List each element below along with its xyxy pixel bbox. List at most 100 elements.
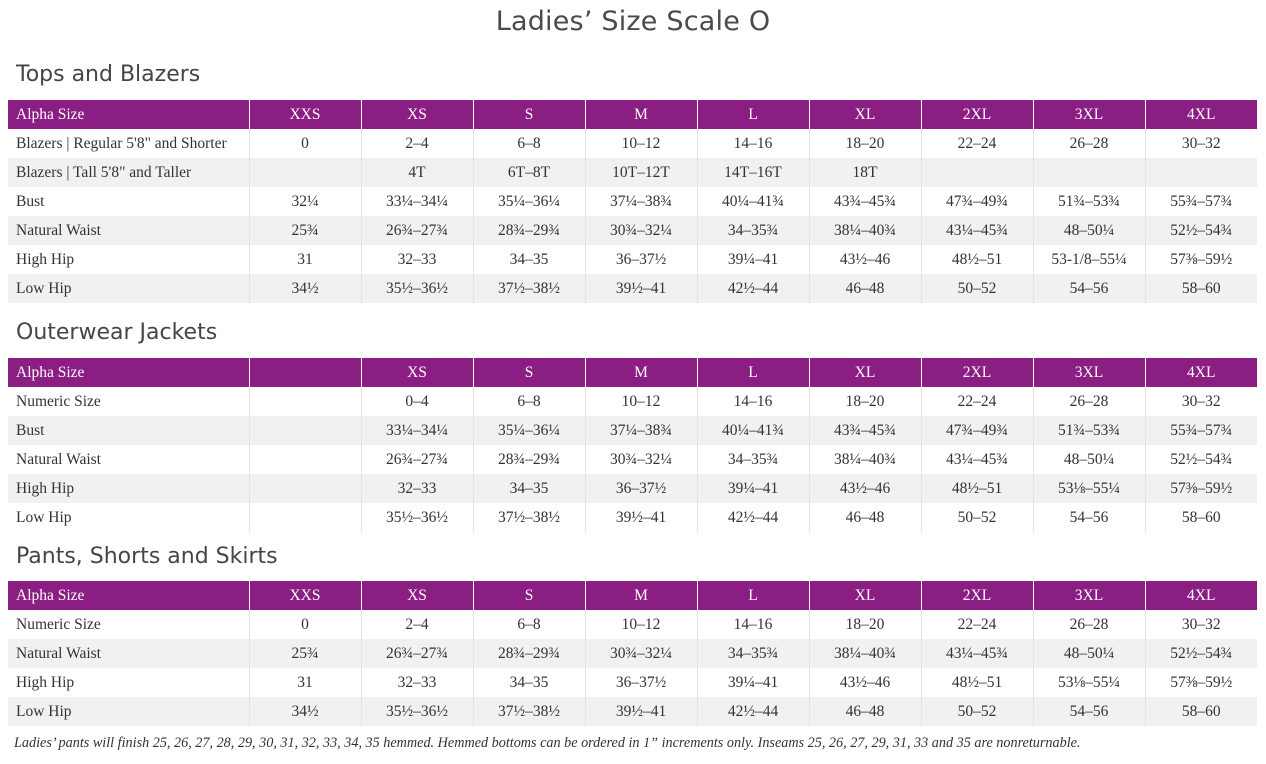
- measurement-cell: 6–8: [472, 610, 585, 639]
- row-label-cell: Bust: [8, 416, 249, 445]
- measurement-cell: 48–50¼: [1032, 216, 1145, 245]
- measurement-cell: 34–35: [472, 245, 585, 274]
- measurement-cell: 30¾–32¼: [584, 445, 697, 474]
- measurement-cell: [248, 158, 361, 187]
- row-label-cell: Blazers | Tall 5'8" and Taller: [8, 158, 249, 187]
- measurement-cell: 34–35¾: [696, 445, 809, 474]
- measurement-cell: 32¼: [248, 187, 361, 216]
- measurement-cell: 47¾–49¾: [920, 416, 1033, 445]
- measurement-cell: 42½–44: [696, 503, 809, 532]
- section-title-outerwear: Outerwear Jackets: [16, 320, 218, 345]
- measurement-cell: 58–60: [1144, 503, 1257, 532]
- header-size-cell: 4XL: [1145, 581, 1257, 610]
- measurement-cell: 28¾–29¾: [472, 216, 585, 245]
- header-size-cell: 3XL: [1033, 581, 1146, 610]
- header-size-cell: L: [697, 358, 810, 387]
- measurement-cell: 38¼–40¾: [808, 445, 921, 474]
- measurement-cell: 32–33: [360, 668, 473, 697]
- row-label-cell: Bust: [16, 192, 45, 210]
- header-size-cell: 4XL: [1145, 358, 1257, 387]
- row-label-cell: Low Hip: [8, 697, 249, 726]
- measurement-cell: 50–52: [920, 274, 1033, 303]
- row-label-cell: Blazers | Regular 5'8" and Shorter: [16, 134, 227, 152]
- measurement-cell: 51¾–53¾: [1032, 187, 1145, 216]
- measurement-cell: 52½–54¾: [1144, 639, 1257, 668]
- table-row: Natural Waist 26¾–27¾ 28¾–29¾ 30¾–32¼ 34–35¾…: [8, 445, 1257, 474]
- measurement-cell: 40¼–41¾: [696, 187, 809, 216]
- measurement-cell: 42½–44: [696, 697, 809, 726]
- table-row: Natural Waist 25¾ 26¾–27¾ 28¾–29¾ 30¾–32¼ 34–…: [8, 639, 1257, 668]
- measurement-cell: 37½–38½: [472, 697, 585, 726]
- measurement-cell: 22–24: [920, 387, 1033, 416]
- measurement-cell: 34–35: [472, 474, 585, 503]
- measurement-cell: 54–56: [1032, 274, 1145, 303]
- measurement-cell: 10–12: [584, 129, 697, 158]
- measurement-cell: 43½–46: [808, 245, 921, 274]
- header-size-cell: S: [473, 100, 586, 129]
- table-row: Blazers | Regular 5'8" and Shorter 0 2–4 6–…: [8, 129, 1257, 158]
- measurement-cell: 31: [248, 245, 361, 274]
- row-label-cell: Natural Waist: [8, 216, 249, 245]
- measurement-cell: 10T–12T: [584, 158, 697, 187]
- measurement-cell: 37¼–38¾: [584, 187, 697, 216]
- measurement-cell: 32–33: [360, 245, 473, 274]
- measurement-cell: 10–12: [584, 610, 697, 639]
- measurement-cell: 28¾–29¾: [472, 445, 585, 474]
- measurement-cell: 38¼–40¾: [808, 216, 921, 245]
- measurement-cell: 14–16: [696, 387, 809, 416]
- header-size-cell: L: [697, 100, 810, 129]
- header-label-cell: Alpha Size: [8, 581, 250, 610]
- measurement-cell: 54–56: [1032, 697, 1145, 726]
- measurement-cell: 18–20: [808, 387, 921, 416]
- row-label-cell: High Hip: [16, 250, 75, 268]
- measurement-cell: 38¼–40¾: [808, 639, 921, 668]
- measurement-cell: 55¾–57¾: [1144, 416, 1257, 445]
- measurement-cell: 48½–51: [920, 668, 1033, 697]
- table-row: Bust 33¼–34¼ 35¼–36¼ 37¼–38¾ 40¼–41¾ 43¾–45¾ 4…: [8, 416, 1257, 445]
- measurement-cell: [248, 445, 361, 474]
- measurement-cell: 57⅜–59½: [1144, 668, 1257, 697]
- measurement-cell: 43¼–45¾: [920, 216, 1033, 245]
- measurement-cell: [248, 503, 361, 532]
- measurement-cell: 39¼–41: [696, 668, 809, 697]
- measurement-cell: 26¾–27¾: [360, 639, 473, 668]
- header-size-cell: [249, 358, 362, 387]
- measurement-cell: 31: [248, 668, 361, 697]
- measurement-cell: 39¼–41: [696, 245, 809, 274]
- measurement-cell: 6–8: [472, 387, 585, 416]
- header-size-cell: XS: [361, 581, 474, 610]
- header-size-cell: XS: [361, 358, 474, 387]
- measurement-cell: 26–28: [1032, 387, 1145, 416]
- header-size-cell: XXS: [249, 581, 362, 610]
- measurement-cell: 53-1/8–55¼: [1032, 245, 1145, 274]
- measurement-cell: 43¾–45¾: [808, 187, 921, 216]
- header-size-cell: S: [473, 581, 586, 610]
- measurement-cell: 53⅛–55¼: [1032, 474, 1145, 503]
- measurement-cell: 55¾–57¾: [1144, 187, 1257, 216]
- measurement-cell: 37½–38½: [472, 503, 585, 532]
- measurement-cell: 30–32: [1144, 610, 1257, 639]
- row-label-cell: Low Hip: [16, 508, 72, 526]
- header-size-cell: L: [697, 581, 810, 610]
- measurement-cell: 40¼–41¾: [696, 416, 809, 445]
- table-row: High Hip 31 32–33 34–35 36–37½ 39¼–41 43½–46 48…: [8, 668, 1257, 697]
- measurement-cell: [248, 387, 361, 416]
- table-row: Low Hip 34½ 35½–36½ 37½–38½ 39½–41 42½–44 46–4…: [8, 274, 1257, 303]
- row-label-cell: Numeric Size: [16, 392, 101, 410]
- measurement-cell: 30¾–32¼: [584, 639, 697, 668]
- header-label-cell: Alpha Size: [8, 358, 250, 387]
- measurement-cell: 43¾–45¾: [808, 416, 921, 445]
- measurement-cell: 34–35: [472, 668, 585, 697]
- measurement-cell: 34½: [248, 274, 361, 303]
- measurement-cell: 35½–36½: [360, 697, 473, 726]
- measurement-cell: [1032, 158, 1145, 187]
- header-size-cell: XXS: [249, 100, 362, 129]
- measurement-cell: 48–50¼: [1032, 445, 1145, 474]
- measurement-cell: 18–20: [808, 129, 921, 158]
- table-row: Numeric Size 0–4 6–8 10–12 14–16 18–20 22–24 26…: [8, 387, 1257, 416]
- measurement-cell: 4T: [360, 158, 473, 187]
- measurement-cell: 36–37½: [584, 474, 697, 503]
- section-title-tops: Tops and Blazers: [16, 62, 201, 87]
- measurement-cell: 34–35¾: [696, 216, 809, 245]
- measurement-cell: 46–48: [808, 274, 921, 303]
